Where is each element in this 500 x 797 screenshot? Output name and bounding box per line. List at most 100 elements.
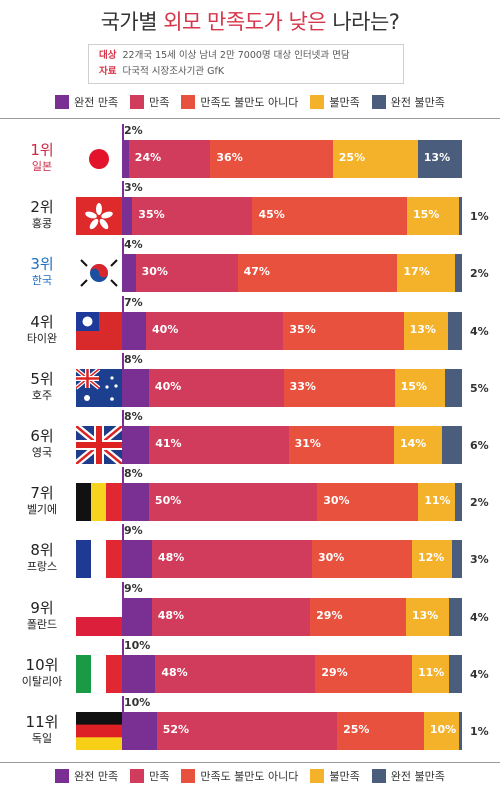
data-label: 15% <box>400 379 427 393</box>
bar-segment <box>455 254 462 293</box>
data-label: 29% <box>316 608 343 622</box>
rank-label: 8위 <box>30 541 54 560</box>
data-label: 3% <box>470 553 489 567</box>
data-label: 17% <box>403 265 430 279</box>
bar-segment <box>455 483 462 522</box>
data-label: 10% <box>124 696 151 709</box>
bar-segment: 35% <box>132 197 253 236</box>
very-satisfied-marker <box>122 181 124 198</box>
data-label: 31% <box>294 437 321 450</box>
stacked-bar: 50% 30% 11% <box>122 483 462 522</box>
source-data-text: 다국적 시장조사기관 GfK <box>122 66 225 77</box>
divider <box>0 118 500 119</box>
data-label: 13% <box>409 322 436 336</box>
stacked-bar: 35% 45% 15% <box>122 197 462 236</box>
legend-bottom: 완전 만족 만족 만족도 불만도 아니다 불만족 완전 불만족 <box>0 766 500 786</box>
country-label: 홍콩 <box>31 217 53 231</box>
bar-segment <box>122 368 149 407</box>
data-label: 15% <box>413 208 440 222</box>
poland-flag-icon <box>76 597 122 636</box>
data-label: 8% <box>124 352 143 366</box>
legend-swatch <box>130 95 145 109</box>
chart-row: 10위 이탈리아 10% 48% 29% 11% 4% <box>0 637 500 693</box>
bar-segment: 41% <box>149 426 289 464</box>
bar-segment <box>122 426 150 464</box>
bar-segment <box>122 540 152 579</box>
rank-label: 11위 <box>25 713 59 731</box>
bar-segment <box>122 311 147 350</box>
country-label: 프랑스 <box>26 560 58 574</box>
chart-row: 4위 타이완 7% 40% 35% 13% 4% <box>0 294 500 350</box>
data-label: 4% <box>124 238 143 252</box>
bar-segment <box>122 597 152 636</box>
very-satisfied-marker <box>122 352 124 369</box>
france-flag-icon <box>76 540 122 579</box>
bar-segment: 13% <box>417 140 462 178</box>
bar-segment: 48% <box>155 654 316 693</box>
rank-label: 1위 <box>30 141 54 159</box>
data-label: 14% <box>399 437 427 450</box>
legend-swatch <box>55 769 70 783</box>
legend-label: 만족 <box>149 96 170 109</box>
bar-segment: 15% <box>407 197 459 236</box>
data-label: 40% <box>152 322 179 336</box>
data-label: 41% <box>155 437 182 450</box>
data-label: 24% <box>134 151 162 164</box>
chart-row: 11위 독일 10% 52% 25% 10% 1% <box>0 694 500 750</box>
country-label: 이탈리아 <box>21 674 63 688</box>
source-box: 대상 22개국 15세 이상 남녀 2만 7000명 대상 인터넷과 면담 자료 다… <box>88 44 404 84</box>
data-label: 25% <box>343 723 370 736</box>
stacked-bar: 48% 29% 11% <box>122 654 462 693</box>
bar-segment: 13% <box>403 311 449 350</box>
divider <box>0 762 500 763</box>
source-target-text: 22개국 15세 이상 남녀 2만 7000명 대상 인터넷과 면담 <box>122 50 350 61</box>
legend-item: 만족도 불만도 아니다 <box>181 768 298 784</box>
bar-segment: 24% <box>128 140 211 178</box>
italy-flag-icon <box>76 654 122 693</box>
bar-segment <box>122 197 133 236</box>
legend-item: 완전 불만족 <box>371 94 445 110</box>
country-label: 타이완 <box>26 331 58 345</box>
data-label: 10% <box>429 723 457 736</box>
data-label: 29% <box>321 665 348 679</box>
legend-swatch <box>130 769 145 783</box>
very-satisfied-marker <box>122 696 124 712</box>
chart-row: 9위 폴란드 9% 48% 29% 13% 4% <box>0 580 500 636</box>
bar-segment: 35% <box>283 311 404 350</box>
chart-row: 8위 프랑스 9% 48% 30% 12% 3% <box>0 522 500 579</box>
data-label: 52% <box>162 723 190 736</box>
legend-item: 완전 만족 <box>55 768 118 784</box>
stacked-bar: 40% 35% 13% <box>122 311 462 350</box>
chart-row: 6위 영국 8% 41% 31% 14% 6% <box>0 408 500 464</box>
data-label: 7% <box>124 295 143 309</box>
bar-segment: 12% <box>412 540 452 579</box>
data-label: 48% <box>158 551 185 565</box>
country-label: 영국 <box>31 446 53 459</box>
chart-row: 5위 호주 8% 40% 33% 15% 5% <box>0 351 500 407</box>
data-label: 10% <box>124 638 151 652</box>
rank-label: 5위 <box>30 369 54 388</box>
country-label: 한국 <box>31 274 53 288</box>
bar-segment <box>122 254 136 293</box>
data-label: 5% <box>470 381 489 395</box>
legend-swatch <box>371 95 386 109</box>
bar-segment: 40% <box>148 368 284 407</box>
country-label: 폴란드 <box>26 617 58 631</box>
very-satisfied-marker <box>122 467 124 484</box>
data-label: 13% <box>411 608 439 622</box>
legend-label: 완전 만족 <box>74 96 119 109</box>
very-satisfied-marker <box>122 524 124 541</box>
data-label: 11% <box>417 665 445 679</box>
country-label: 벨기에 <box>26 503 58 517</box>
bar-segment <box>448 654 462 693</box>
data-label: 48% <box>161 665 188 679</box>
very-satisfied-marker <box>122 124 124 140</box>
legend-item: 만족도 불만도 아니다 <box>181 94 298 110</box>
bar-segment: 47% <box>237 254 398 293</box>
legend-label: 완전 불만족 <box>390 770 445 783</box>
source-target-key: 대상 <box>99 50 117 61</box>
data-label: 4% <box>470 324 489 338</box>
bar-segment <box>122 712 157 750</box>
bar-segment <box>458 712 462 750</box>
data-label: 40% <box>154 379 182 393</box>
